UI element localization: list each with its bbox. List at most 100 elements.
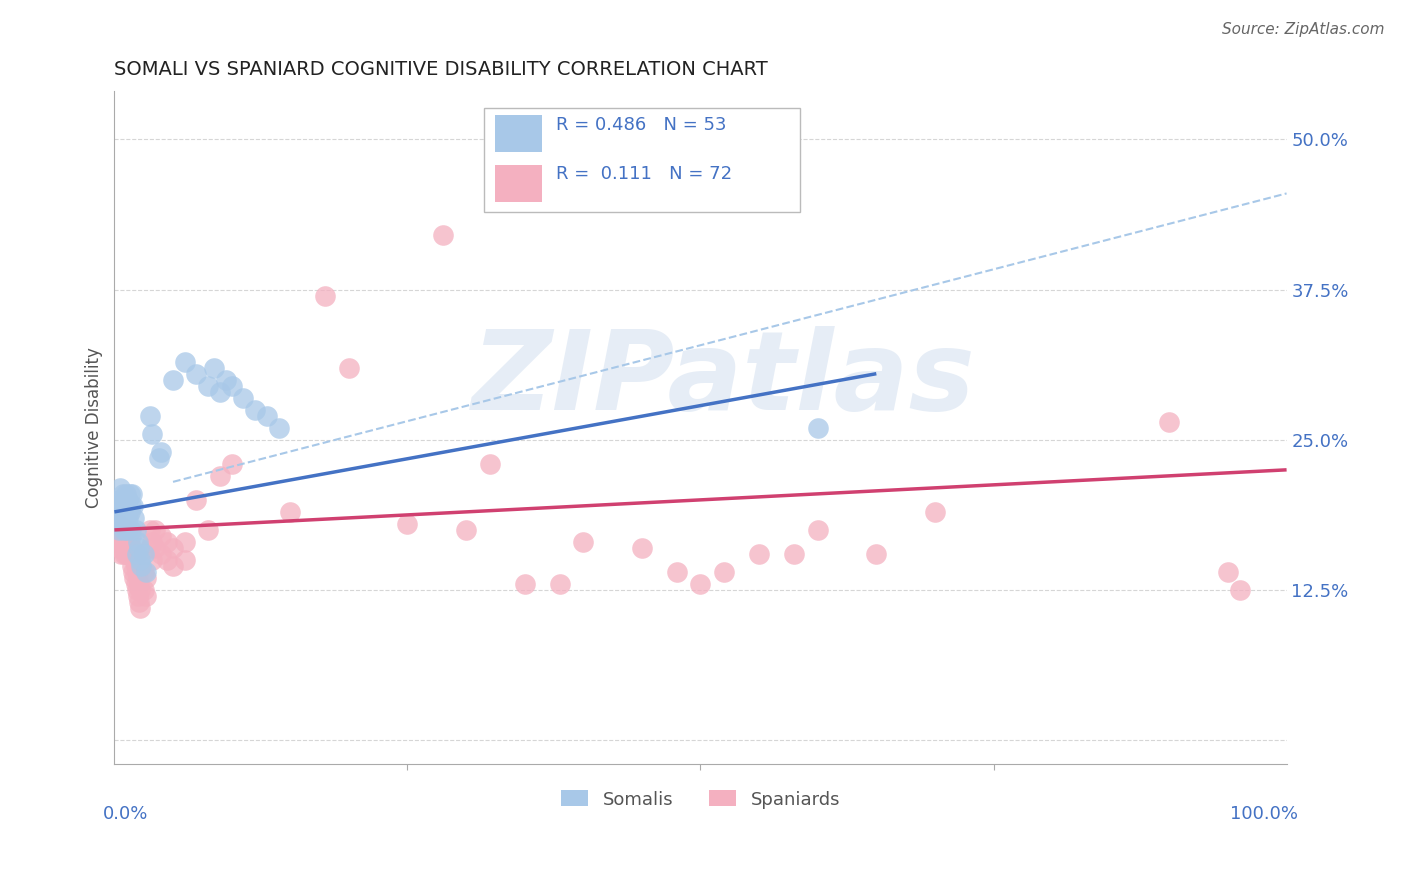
Point <box>156 553 179 567</box>
Point <box>118 505 141 519</box>
Point <box>117 541 139 555</box>
Point <box>127 589 149 603</box>
Point <box>129 582 152 597</box>
Point <box>111 487 134 501</box>
Point <box>127 535 149 549</box>
Point <box>1229 582 1251 597</box>
Point <box>120 499 142 513</box>
Point <box>125 565 148 579</box>
Point <box>114 505 136 519</box>
Bar <box>495 165 543 202</box>
Point <box>432 228 454 243</box>
Text: SOMALI VS SPANIARD COGNITIVE DISABILITY CORRELATION CHART: SOMALI VS SPANIARD COGNITIVE DISABILITY … <box>114 60 768 78</box>
Point <box>111 523 134 537</box>
Point <box>132 582 155 597</box>
Text: ZIPatlas: ZIPatlas <box>472 326 976 434</box>
Text: 100.0%: 100.0% <box>1230 805 1298 822</box>
Point <box>197 378 219 392</box>
Point <box>117 529 139 543</box>
Point <box>314 288 336 302</box>
Point <box>115 511 138 525</box>
Point <box>107 529 129 543</box>
Point <box>129 553 152 567</box>
Point <box>548 577 571 591</box>
Point <box>117 523 139 537</box>
Point <box>115 487 138 501</box>
Point <box>202 360 225 375</box>
Point <box>132 547 155 561</box>
Point <box>208 384 231 399</box>
Text: R = 0.486   N = 53: R = 0.486 N = 53 <box>557 116 727 134</box>
Point <box>124 559 146 574</box>
Point <box>478 457 501 471</box>
Point <box>110 499 132 513</box>
Point <box>121 541 143 555</box>
Point <box>278 505 301 519</box>
Point <box>122 547 145 561</box>
Point <box>924 505 946 519</box>
Point <box>232 391 254 405</box>
Point <box>162 559 184 574</box>
Point <box>128 577 150 591</box>
Point <box>110 523 132 537</box>
Point <box>118 523 141 537</box>
Point <box>114 541 136 555</box>
Point <box>150 547 173 561</box>
Point <box>118 487 141 501</box>
Point <box>337 360 360 375</box>
Point <box>128 541 150 555</box>
Point <box>117 499 139 513</box>
Point <box>1216 565 1239 579</box>
Point <box>396 516 419 531</box>
Point <box>110 547 132 561</box>
Point <box>125 547 148 561</box>
Point <box>105 523 128 537</box>
Point <box>156 535 179 549</box>
Point <box>108 523 131 537</box>
Point <box>1159 415 1181 429</box>
Point <box>454 523 477 537</box>
Point <box>125 582 148 597</box>
Point <box>118 541 141 555</box>
Point <box>120 529 142 543</box>
Point <box>110 505 132 519</box>
Point <box>117 523 139 537</box>
Point <box>112 499 135 513</box>
Point <box>186 367 208 381</box>
Point <box>111 511 134 525</box>
Point <box>132 565 155 579</box>
Point <box>150 529 173 543</box>
Point <box>120 523 142 537</box>
Point <box>121 559 143 574</box>
Point <box>666 565 689 579</box>
Point <box>110 541 132 555</box>
Point <box>117 511 139 525</box>
Point <box>267 421 290 435</box>
Point <box>221 378 243 392</box>
Point <box>112 529 135 543</box>
Point <box>197 523 219 537</box>
Point <box>141 553 163 567</box>
Point <box>173 535 195 549</box>
Point <box>110 529 132 543</box>
Text: R =  0.111   N = 72: R = 0.111 N = 72 <box>557 165 733 183</box>
Point <box>150 445 173 459</box>
Point <box>117 492 139 507</box>
Point <box>243 402 266 417</box>
Point <box>135 565 157 579</box>
Point <box>122 565 145 579</box>
Point <box>748 547 770 561</box>
Point <box>127 571 149 585</box>
Point <box>110 516 132 531</box>
Point <box>135 571 157 585</box>
Text: 0.0%: 0.0% <box>103 805 148 822</box>
Point <box>107 511 129 525</box>
Point <box>138 409 160 423</box>
Point <box>807 523 830 537</box>
Point <box>105 499 128 513</box>
Point <box>128 595 150 609</box>
Point <box>186 492 208 507</box>
Point <box>145 541 167 555</box>
Text: Source: ZipAtlas.com: Source: ZipAtlas.com <box>1222 22 1385 37</box>
Point <box>631 541 654 555</box>
